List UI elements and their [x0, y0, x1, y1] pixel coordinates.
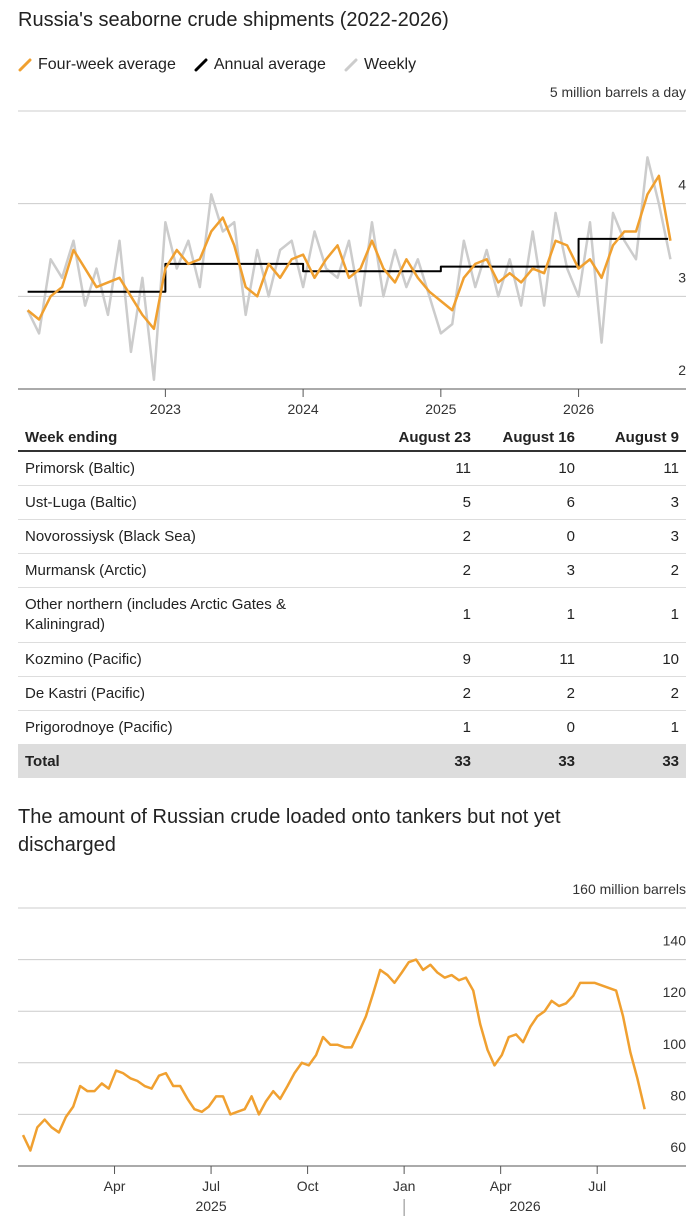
- table-cell: Novorossiysk (Black Sea): [18, 519, 374, 554]
- table-cell: 33: [374, 744, 478, 778]
- table-cell: 10: [582, 642, 686, 677]
- legend-label: Four-week average: [38, 56, 176, 73]
- y-tick-label: 5 million barrels a day: [550, 84, 686, 100]
- table-cell: Prigorodnoye (Pacific): [18, 710, 374, 745]
- table-cell: 1: [582, 587, 686, 643]
- table-row: Kozmino (Pacific) 9 11 10: [18, 642, 686, 677]
- table-cell: 10: [478, 451, 582, 486]
- table-row: Week ending August 23 August 16 August 9: [18, 424, 686, 452]
- table-cell: Ust-Luga (Baltic): [18, 485, 374, 520]
- table-cell: 3: [582, 519, 686, 554]
- legend-item: Four-week average: [18, 56, 176, 74]
- table-cell: 0: [478, 519, 582, 554]
- table-cell: 1: [582, 710, 686, 745]
- table-cell: Other northern (includes Arctic Gates & …: [18, 587, 374, 643]
- table-cell: 11: [478, 642, 582, 677]
- table-row: De Kastri (Pacific) 2 2 2: [18, 676, 686, 711]
- line: [26, 156, 672, 381]
- y-tick-label: 2: [678, 362, 686, 378]
- y-tick-label: 60: [670, 1139, 686, 1155]
- table-cell: 1: [478, 587, 582, 643]
- table-cell: 1: [374, 587, 478, 643]
- table-cell: 33: [582, 744, 686, 778]
- y-tick-label: 4: [678, 177, 686, 193]
- table-cell: 3: [478, 553, 582, 588]
- line: [21, 958, 646, 1152]
- table-cell: Kozmino (Pacific): [18, 642, 374, 677]
- line: [26, 174, 672, 331]
- legend: Four-week average Annual average Weekly: [18, 56, 416, 74]
- x-tick-label: Jul: [588, 1178, 606, 1194]
- legend-swatch: [18, 58, 32, 72]
- table-cell: 2: [374, 519, 478, 554]
- y-tick-label: 3: [678, 269, 686, 285]
- x-tick-label: Jul: [202, 1178, 220, 1194]
- y-tick-label: 140: [663, 933, 687, 949]
- table-cell: 2: [478, 676, 582, 711]
- y-tick-label: 120: [663, 984, 687, 1000]
- x-tick-label: Jan: [393, 1178, 416, 1194]
- y-tick-label: 160 million barrels: [572, 881, 686, 897]
- table-row: Prigorodnoye (Pacific) 1 0 1: [18, 710, 686, 745]
- year-label: 2025: [195, 1198, 226, 1214]
- x-tick-label: 2026: [563, 401, 594, 417]
- table: Week ending August 23 August 16 August 9 Pri…: [18, 424, 686, 778]
- table-row: Murmansk (Arctic) 2 3 2: [18, 553, 686, 588]
- table-cell: 33: [478, 744, 582, 778]
- legend-swatch: [344, 58, 358, 72]
- x-tick-label: 2025: [425, 401, 456, 417]
- table-cell: Primorsk (Baltic): [18, 451, 374, 486]
- table-cell: 2: [582, 676, 686, 711]
- table-row: Other northern (includes Arctic Gates & …: [18, 587, 686, 643]
- table-row: Total 33 33 33: [18, 744, 686, 778]
- table-row: Ust-Luga (Baltic) 5 6 3: [18, 485, 686, 520]
- table-cell: August 16: [478, 424, 582, 452]
- line: [27, 237, 669, 293]
- table-row: Novorossiysk (Black Sea) 2 0 3: [18, 519, 686, 554]
- table-cell: 0: [478, 710, 582, 745]
- year-label: 2026: [509, 1198, 540, 1214]
- legend-swatch-line: [194, 58, 208, 72]
- chart-title: Russia's seaborne crude shipments (2022-…: [18, 9, 449, 31]
- table-cell: De Kastri (Pacific): [18, 676, 374, 711]
- legend-swatch-line: [18, 58, 32, 72]
- table-cell: Murmansk (Arctic): [18, 553, 374, 588]
- table-cell: 5: [374, 485, 478, 520]
- legend-swatch-line: [344, 58, 358, 72]
- table-cell: 2: [582, 553, 686, 588]
- x-tick-label: 2023: [150, 401, 181, 417]
- y-tick-label: 80: [670, 1087, 686, 1103]
- legend-item: Weekly: [344, 56, 416, 74]
- legend-label: Weekly: [363, 56, 417, 73]
- table-cell: August 9: [582, 424, 686, 452]
- chart-title: The amount of Russian crude loaded onto …: [18, 806, 561, 856]
- table-cell: 9: [374, 642, 478, 677]
- table-row: Primorsk (Baltic) 11 10 11: [18, 451, 686, 486]
- table-cell: Week ending: [18, 424, 374, 452]
- y-tick-label: 100: [663, 1036, 687, 1052]
- table-cell: 11: [582, 451, 686, 486]
- x-tick-label: 2024: [288, 401, 319, 417]
- table-cell: Total: [18, 744, 374, 778]
- table-cell: 3: [582, 485, 686, 520]
- x-tick-label: Apr: [104, 1178, 126, 1194]
- legend-swatch: [194, 58, 208, 72]
- table-cell: 11: [374, 451, 478, 486]
- table-cell: 2: [374, 553, 478, 588]
- x-tick-label: Apr: [490, 1178, 512, 1194]
- legend-item: Annual average: [194, 56, 326, 74]
- table-cell: 1: [374, 710, 478, 745]
- table-cell: 2: [374, 676, 478, 711]
- table-cell: 6: [478, 485, 582, 520]
- legend-label: Annual average: [213, 56, 326, 73]
- table-cell: August 23: [374, 424, 478, 452]
- x-tick-label: Oct: [297, 1178, 319, 1194]
